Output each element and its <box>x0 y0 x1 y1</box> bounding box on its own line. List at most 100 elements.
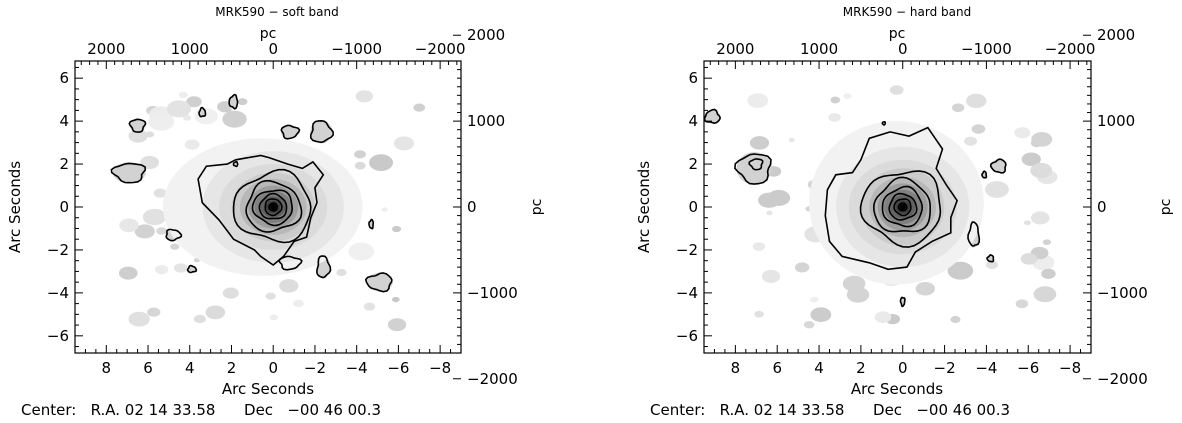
noise-blob <box>754 310 764 318</box>
island-contour <box>128 118 147 133</box>
noise-blob <box>387 318 407 332</box>
hard-band-panel: MRK590 − hard band pc 8 6 4 2 0 −2 −4 −6 −8 6 4 2 0 −… <box>635 5 1174 419</box>
island-contour <box>165 228 183 242</box>
noise-blob <box>950 315 961 324</box>
island-contour <box>981 170 988 179</box>
panel-title: MRK590 − soft band <box>215 5 338 19</box>
top-tick-label: 0 <box>898 40 908 58</box>
noise-blob <box>1020 252 1038 265</box>
noise-blob <box>222 110 247 128</box>
top-tick-label: −2000 <box>1045 40 1096 58</box>
right-tick-label: 0 <box>1097 198 1107 216</box>
noise-blob <box>222 287 239 299</box>
noise-blob <box>966 93 987 109</box>
x-tick-label: 0 <box>268 359 278 377</box>
right-tick-label: 2000 <box>467 26 505 44</box>
island-contour <box>228 93 239 110</box>
noise-blob <box>173 263 188 273</box>
island-contour <box>986 254 995 263</box>
noise-blob <box>828 113 841 122</box>
noise-blob <box>952 103 965 112</box>
outer-contour <box>197 154 325 267</box>
x-axis-label: Arc Seconds <box>851 380 943 398</box>
noise-blob <box>178 91 188 99</box>
right-tick-label: 2000 <box>1097 26 1135 44</box>
top-axis-label: pc <box>260 26 277 42</box>
noise-blob <box>148 112 175 131</box>
contour-lines <box>703 108 1007 308</box>
y-tick-label: 2 <box>59 155 69 173</box>
center-coordinates: Center: R.A. 02 14 33.58 Dec −00 46 00.3 <box>650 401 1010 419</box>
noise-blob <box>830 96 841 104</box>
y-tick-label: 4 <box>688 112 698 130</box>
noise-blob <box>269 314 278 321</box>
island-contour <box>881 121 886 126</box>
right-tick-label: 1000 <box>1097 112 1135 130</box>
noise-blob <box>1015 299 1029 309</box>
center-coordinates: Center: R.A. 02 14 33.58 Dec −00 46 00.3 <box>21 401 381 419</box>
x-axis-label: Arc Seconds <box>222 380 314 398</box>
x-tick-label: −8 <box>429 359 451 377</box>
noise-blob <box>279 279 299 293</box>
noise-blob <box>985 181 1009 198</box>
noise-blob <box>842 275 866 292</box>
noise-blob <box>363 302 376 311</box>
noise-blob <box>843 93 852 99</box>
x-tick-label: 2 <box>227 359 237 377</box>
right-tick-label: 0 <box>467 198 477 216</box>
y-tick-label: −6 <box>47 327 69 345</box>
noise-blob <box>153 188 167 198</box>
outer-contour <box>824 126 958 271</box>
y-tick-label: −4 <box>47 284 69 302</box>
island-contour <box>278 255 303 271</box>
top-tick-label: 2000 <box>716 40 754 58</box>
island-contour <box>967 221 981 247</box>
noise-blob <box>947 261 974 280</box>
inner-contour <box>872 176 931 233</box>
noise-blob <box>1030 211 1050 225</box>
right-tick-label: −2000 <box>1097 370 1148 388</box>
noise-blob <box>170 243 180 250</box>
island-contour <box>110 162 147 184</box>
noise-blob <box>142 208 167 226</box>
noise-blob <box>354 161 366 170</box>
inner-contour <box>881 185 924 228</box>
top-tick-label: −1000 <box>331 40 382 58</box>
y-tick-label: 6 <box>688 69 698 87</box>
island-contour <box>280 124 301 140</box>
soft-band-panel: MRK590 − soft band pc 8 6 4 2 0 −2 −4 −6 −8 6 4 2 0 −… <box>6 5 545 419</box>
right-tick-label: −1000 <box>1097 284 1148 302</box>
inner-contour <box>245 180 303 233</box>
island-fill <box>112 162 146 184</box>
noise-blob <box>413 103 426 112</box>
island-contour <box>316 255 332 279</box>
x-tick-label: 8 <box>731 359 741 377</box>
x-tick-label: 8 <box>102 359 112 377</box>
noise-blob <box>183 114 192 121</box>
x-tick-label: −2 <box>304 359 326 377</box>
inner-contour <box>264 198 283 217</box>
x-tick-label: 4 <box>814 359 824 377</box>
noise-blob <box>964 136 978 146</box>
island-contour <box>364 272 393 293</box>
island-fill <box>704 109 721 124</box>
x-tick-label: 0 <box>898 359 908 377</box>
noise-blob <box>118 266 138 280</box>
island-fill <box>310 120 333 144</box>
noise-blob <box>971 124 986 134</box>
x-tick-label: −4 <box>346 359 368 377</box>
noise-blob <box>354 150 366 159</box>
y-axis-label: Arc Seconds <box>635 161 653 253</box>
island-fill <box>129 118 146 133</box>
intensity-map <box>112 90 426 332</box>
noise-blob <box>915 281 935 296</box>
y-tick-label: −6 <box>676 327 698 345</box>
inner-contour <box>897 202 908 212</box>
noise-blob <box>889 85 904 95</box>
inner-contour <box>251 189 294 227</box>
y-tick-label: 6 <box>59 69 69 87</box>
noise-blob <box>747 93 769 108</box>
panel-title: MRK590 − hard band <box>843 5 971 19</box>
noise-blob <box>355 90 373 103</box>
noise-blob <box>140 155 160 170</box>
